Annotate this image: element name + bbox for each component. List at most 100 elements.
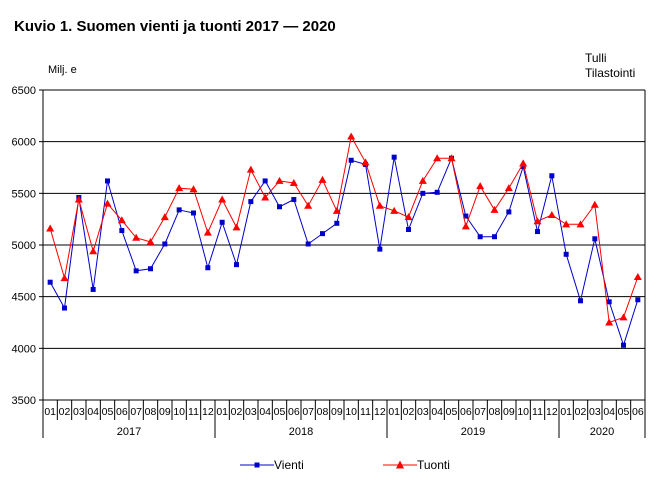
x-tick-label: 04	[431, 406, 443, 418]
legend-tuonti-symbol	[383, 460, 417, 469]
vienti-point	[434, 189, 440, 195]
vienti-point	[90, 286, 96, 292]
y-tick-label: 6500	[12, 85, 36, 97]
tuonti-point	[476, 182, 485, 190]
tuonti-point	[203, 228, 212, 236]
legend-vienti: Vienti	[240, 458, 304, 472]
x-tick-label: 08	[489, 406, 501, 418]
chart-title: Kuvio 1. Suomen vienti ja tuonti 2017 — …	[14, 18, 336, 35]
x-tick-label: 02	[403, 406, 415, 418]
vienti-point	[334, 220, 340, 226]
tuonti-point	[175, 184, 184, 192]
vienti-point	[463, 213, 469, 219]
tuonti-point	[74, 195, 83, 203]
x-tick-label: 08	[317, 406, 329, 418]
tuonti-point	[619, 313, 628, 321]
tuonti-point	[332, 206, 341, 214]
vienti-point	[133, 268, 139, 274]
tuonti-point	[404, 213, 413, 221]
vienti-point	[477, 234, 483, 240]
x-tick-label: 05	[446, 406, 458, 418]
tuonti-point	[533, 217, 542, 225]
x-tick-label: 04	[603, 406, 615, 418]
vienti-point	[406, 227, 411, 232]
vienti-point	[578, 298, 583, 304]
vienti-point	[119, 228, 125, 234]
tuonti-point	[246, 165, 255, 173]
tuonti-point	[433, 154, 442, 162]
vienti-point	[62, 305, 67, 311]
x-tick-label: 07	[130, 406, 142, 418]
tuonti-point	[418, 176, 427, 184]
x-tick-label: 01	[560, 406, 572, 418]
legend-tuonti: Tuonti	[383, 458, 450, 472]
tuonti-point	[103, 199, 112, 207]
tuonti-point	[275, 176, 284, 184]
vienti-point	[76, 194, 82, 200]
vienti-point	[535, 229, 540, 235]
vienti-point	[176, 207, 182, 213]
x-tick-label: 03	[417, 406, 429, 418]
tuonti-point	[390, 206, 399, 214]
x-tick-label: 08	[145, 406, 157, 418]
y-tick-label: 5500	[12, 188, 36, 200]
vienti-point	[205, 265, 211, 271]
x-tick-label: 11	[360, 406, 371, 418]
tuonti-line	[49, 135, 639, 324]
tuonti-point	[347, 132, 356, 140]
tuonti-point	[461, 222, 470, 230]
vienti-point	[449, 155, 454, 161]
vienti-point	[621, 342, 626, 348]
x-tick-label: 12	[202, 406, 214, 418]
legend-vienti-label: Vienti	[274, 458, 304, 472]
vienti-point	[262, 178, 268, 184]
vienti-point	[420, 190, 426, 196]
x-tick-label: 06	[288, 406, 300, 418]
x-tick-label: 01	[216, 406, 228, 418]
vienti-point	[248, 199, 254, 205]
vienti-point	[291, 197, 297, 203]
x-tick-label: 12	[546, 406, 558, 418]
x-tick-label: 11	[188, 406, 199, 418]
vienti-point	[635, 297, 641, 303]
tuonti-point	[289, 179, 298, 186]
vienti-point	[563, 251, 569, 257]
vienti-point	[191, 210, 196, 216]
vienti-point	[506, 209, 512, 215]
year-label: 2019	[461, 426, 485, 438]
vienti-point	[305, 241, 311, 247]
x-tick-label: 06	[116, 406, 128, 418]
tuonti-point	[590, 200, 599, 208]
vienti-point	[47, 279, 53, 285]
tuonti-point	[447, 154, 456, 162]
tuonti-point	[132, 233, 141, 241]
vienti-point	[520, 163, 526, 169]
tuonti-point	[318, 175, 327, 183]
tuonti-point	[547, 211, 556, 219]
tuonti-point	[60, 274, 69, 282]
tuonti-point	[89, 247, 98, 255]
tuonti-point	[146, 237, 155, 245]
x-tick-label: 06	[632, 406, 644, 418]
source-line-1: Tulli	[585, 51, 607, 65]
x-tick-label: 05	[274, 406, 286, 418]
y-axis-unit-label: Milj. e	[48, 64, 77, 76]
y-tick-label: 4500	[12, 292, 36, 304]
x-tick-label: 02	[231, 406, 243, 418]
tuonti-point	[490, 205, 499, 213]
vienti-point	[148, 266, 153, 272]
tuonti-point	[375, 201, 384, 209]
tuonti-point	[519, 159, 528, 167]
year-label: 2020	[590, 426, 614, 438]
vienti-point	[105, 178, 110, 184]
vienti-point	[549, 173, 555, 179]
vienti-point	[391, 154, 397, 160]
year-label: 2017	[117, 426, 141, 438]
tuonti-point	[361, 158, 370, 166]
y-tick-label: 6000	[12, 137, 36, 149]
vienti-point	[606, 299, 612, 305]
x-tick-label: 02	[575, 406, 587, 418]
vienti-point	[363, 161, 368, 167]
x-tick-label: 04	[259, 406, 271, 418]
legend-vienti-symbol	[240, 462, 274, 468]
